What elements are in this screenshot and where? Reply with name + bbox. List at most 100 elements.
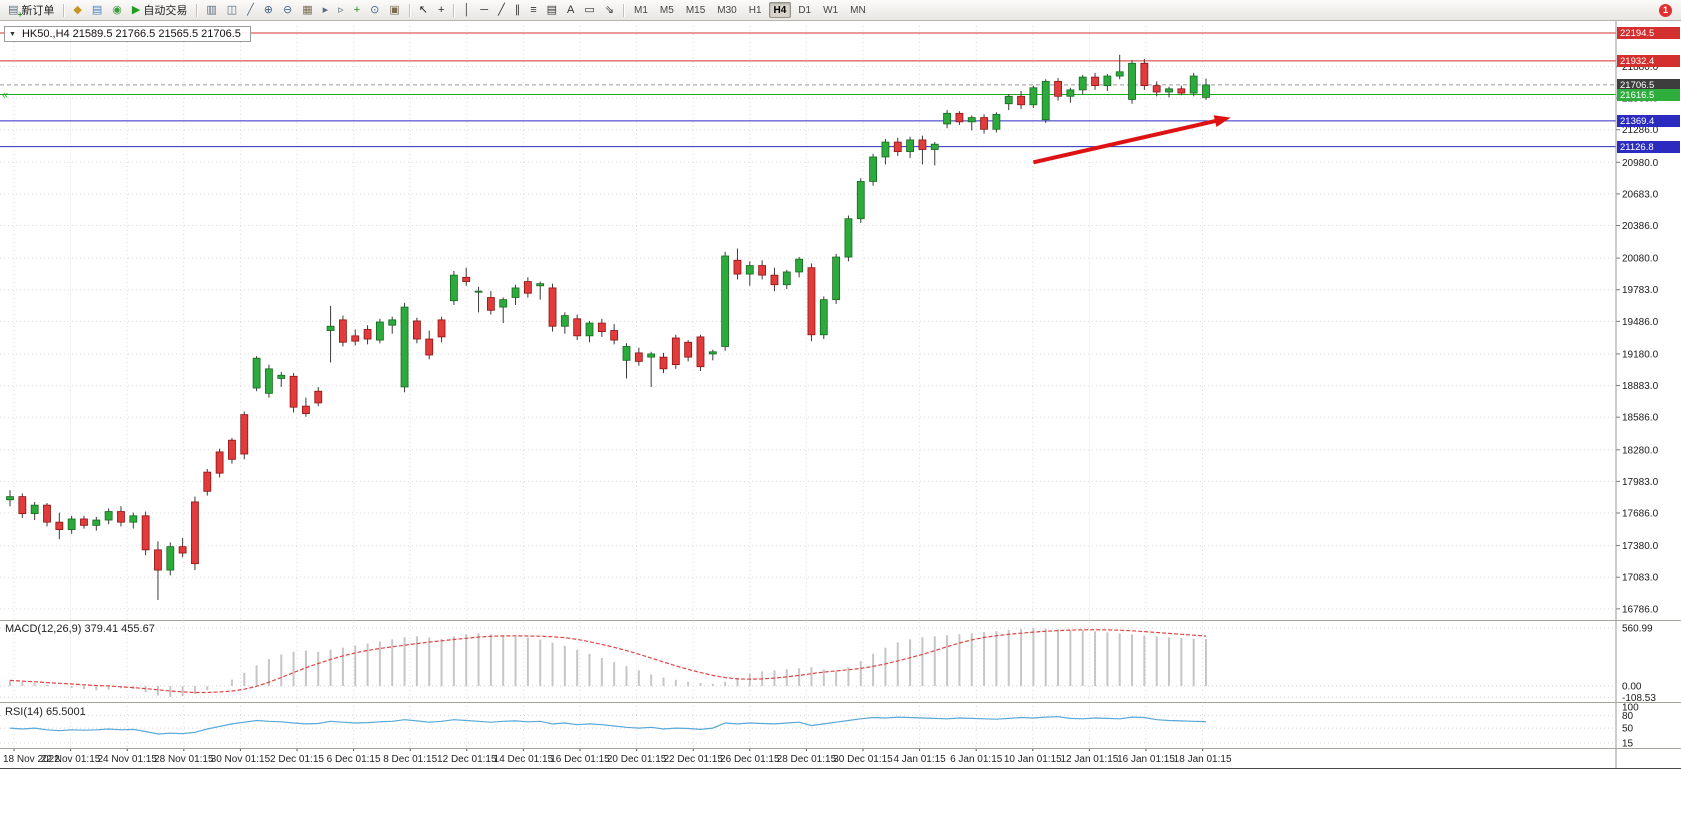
autotrading-button[interactable]: ▶ 自动交易 — [128, 2, 191, 19]
candle-down — [1152, 85, 1161, 93]
toolbar-group-drawing: │ ─ ╱ ∥ ≡ ▤ A ▭ ⇘ — [458, 2, 619, 19]
periods-icon: ⊙ — [370, 3, 380, 16]
text-button[interactable]: A — [563, 2, 578, 19]
notification-badge[interactable]: 1 — [1659, 3, 1672, 17]
crosshair-button[interactable]: + — [434, 2, 448, 19]
text-label-button[interactable]: ▭ — [580, 2, 598, 19]
equidistant-channel-button[interactable]: ∥ — [511, 2, 525, 19]
toolbar-group-files: ◆ ▤ ◉ — [68, 2, 126, 19]
indicators-button[interactable]: + — [350, 2, 364, 19]
timeframe-m5-button[interactable]: M5 — [655, 2, 679, 18]
timeframe-h4-button[interactable]: H4 — [768, 2, 792, 18]
candle-up — [943, 112, 951, 125]
svg-text:30 Dec 01:15: 30 Dec 01:15 — [833, 754, 893, 765]
new-order-button[interactable]: ▤ + 新订单 — [4, 2, 58, 19]
profiles-button[interactable]: ▤ — [88, 2, 106, 19]
svg-text:560.99: 560.99 — [1622, 624, 1653, 635]
candle-down — [610, 330, 619, 341]
candlestick-chart-button[interactable]: ◫ — [223, 2, 241, 19]
candle-down — [351, 335, 360, 342]
text-icon: A — [567, 3, 575, 16]
panel-splitter[interactable] — [0, 702, 1681, 703]
cursor-button[interactable]: ↖ — [415, 2, 432, 19]
horizontal-line-button[interactable]: ─ — [476, 2, 492, 19]
svg-text:18883.0: 18883.0 — [1622, 381, 1659, 392]
toolbar-group-timeframes: M1 M5 M15 M30 H1 H4 D1 W1 MN — [628, 2, 872, 18]
candle-up — [536, 283, 545, 287]
candle-down — [918, 139, 927, 150]
autotrading-label: 自动交易 — [143, 5, 188, 17]
candle-down — [807, 267, 816, 336]
level-left-marker-icon: « — [2, 90, 8, 102]
line-chart-button[interactable]: ╱ — [243, 2, 258, 19]
timeframe-d1-button[interactable]: D1 — [793, 2, 816, 18]
new-chart-button[interactable]: ◆ — [69, 2, 85, 19]
timeframe-w1-button[interactable]: W1 — [818, 2, 843, 18]
candle-up — [1078, 76, 1087, 91]
panel-splitter[interactable] — [0, 748, 1681, 749]
candle-down — [770, 274, 779, 286]
toolbar-separator — [408, 3, 410, 17]
arrows-button[interactable]: ⇘ — [601, 2, 618, 19]
candle-down — [573, 318, 582, 337]
trendline-button[interactable]: ╱ — [494, 2, 509, 19]
price-level-badge: 21126.8 — [1617, 141, 1680, 153]
candle-up — [265, 368, 273, 394]
trend-arrow-annotation[interactable] — [1032, 115, 1231, 165]
svg-text:17983.0: 17983.0 — [1622, 477, 1659, 488]
zoom-out-button[interactable]: ⊖ — [279, 2, 296, 19]
panel-splitter[interactable] — [0, 620, 1681, 621]
new-order-label: 新订单 — [21, 5, 55, 17]
templates-button[interactable]: ▣ — [385, 2, 403, 19]
tile-windows-button[interactable]: ▦ — [298, 2, 316, 19]
price-level-badge: 21369.4 — [1617, 115, 1680, 127]
candle-down — [412, 320, 421, 340]
candle-up — [92, 519, 101, 526]
candle-down — [893, 141, 902, 153]
candle-up — [795, 258, 804, 273]
macd-label: MACD(12,26,9) 379.41 455.67 — [5, 623, 155, 635]
bar-chart-button[interactable]: ▥ — [202, 2, 220, 19]
toolbar-group-pointer: ↖ + — [414, 2, 450, 19]
collapse-panel-icon[interactable]: ▼ — [9, 30, 16, 38]
timeframe-m30-button[interactable]: M30 — [712, 2, 741, 18]
candle-up — [1128, 62, 1136, 100]
chart-ohlc-title: HK50.,H4 21589.5 21766.5 21565.5 21706.5 — [21, 28, 241, 40]
svg-text:21286.0: 21286.0 — [1622, 125, 1659, 136]
grid-icon: ▤ — [546, 3, 558, 16]
vertical-line-icon: │ — [463, 3, 471, 16]
svg-text:17083.0: 17083.0 — [1622, 573, 1659, 584]
zoom-in-button[interactable]: ⊕ — [260, 2, 277, 19]
timeframe-h1-button[interactable]: H1 — [744, 2, 767, 18]
chart-shift-button[interactable]: ▹ — [334, 2, 348, 19]
price-chart-canvas[interactable]: 21880.021583.021286.020980.020683.020386… — [0, 20, 1681, 824]
candle-up — [782, 271, 791, 286]
candle-up — [1029, 87, 1038, 106]
auto-scroll-button[interactable]: ▸ — [319, 2, 333, 19]
svg-text:18 Jan 01:15: 18 Jan 01:15 — [1174, 754, 1232, 765]
grid-button[interactable]: ▤ — [543, 2, 561, 19]
timeframe-mn-button[interactable]: MN — [845, 2, 871, 18]
candle-down — [758, 265, 767, 276]
svg-text:2 Dec 01:15: 2 Dec 01:15 — [270, 754, 324, 765]
timeframe-m15-button[interactable]: M15 — [681, 2, 710, 18]
candle-down — [1177, 88, 1186, 94]
vertical-line-button[interactable]: │ — [459, 2, 474, 19]
svg-text:18586.0: 18586.0 — [1622, 413, 1659, 424]
svg-text:14 Dec 01:15: 14 Dec 01:15 — [494, 754, 554, 765]
svg-text:50: 50 — [1622, 724, 1634, 735]
candle-up — [1202, 84, 1210, 98]
refresh-button[interactable]: ◉ — [108, 2, 126, 19]
candles-layer — [6, 54, 1210, 600]
candle-down — [486, 297, 495, 311]
periods-button[interactable]: ⊙ — [366, 2, 383, 19]
fibonacci-button[interactable]: ≡ — [526, 2, 540, 19]
candle-up — [400, 306, 409, 388]
candle-down — [178, 546, 187, 554]
candle-up — [1165, 88, 1173, 93]
indicators-icon: + — [353, 3, 361, 16]
timeframe-m1-button[interactable]: M1 — [629, 2, 653, 18]
candle-up — [869, 156, 877, 182]
candle-down — [215, 451, 224, 474]
